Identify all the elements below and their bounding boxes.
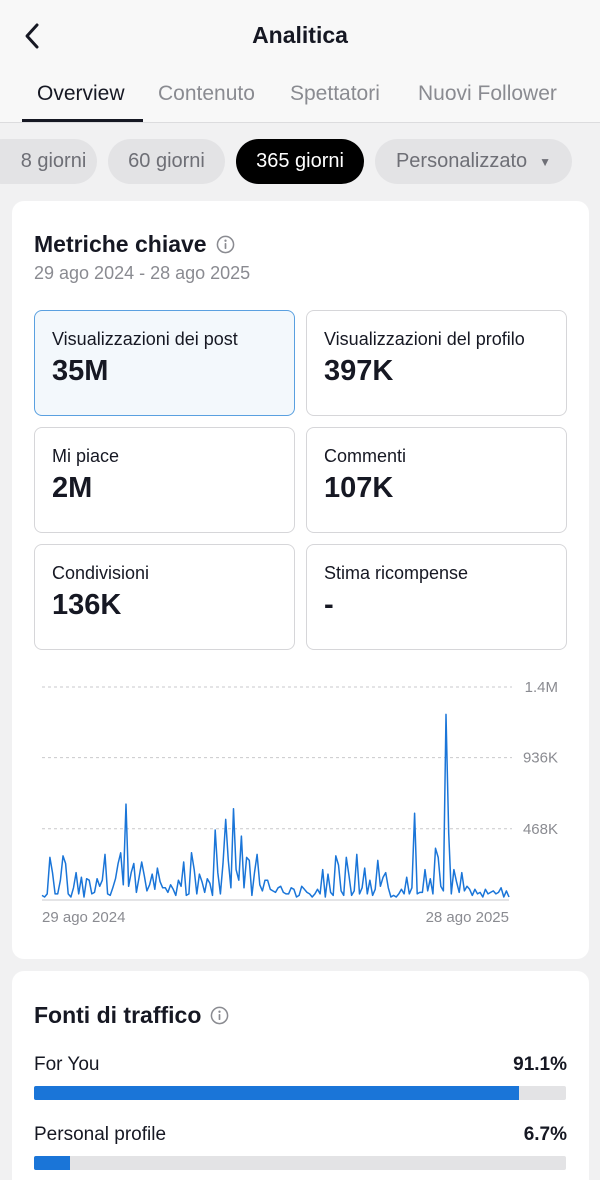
caret-down-icon: ▼ bbox=[539, 154, 552, 169]
metric-value: 136K bbox=[52, 589, 122, 621]
info-icon[interactable] bbox=[210, 1006, 229, 1025]
tab-overview[interactable]: Overview bbox=[37, 82, 125, 105]
metric-label: Visualizzazioni dei post bbox=[52, 329, 238, 349]
top-bar: Analitica bbox=[0, 0, 600, 72]
metric-label: Condivisioni bbox=[52, 563, 150, 583]
metric-value: 35M bbox=[52, 355, 109, 387]
traffic-source-label: Personal profile bbox=[34, 1124, 167, 1145]
chart-x-end-label: 28 ago 2025 bbox=[426, 909, 509, 926]
chart-y-tick-label: 468K bbox=[523, 821, 558, 838]
tab-spettatori[interactable]: Spettatori bbox=[290, 82, 380, 105]
chip-label: 365 giorni bbox=[256, 150, 344, 172]
chart-y-tick-labels: 468K 936K 1.4M bbox=[523, 679, 558, 838]
traffic-source-percent: 91.1% bbox=[513, 1054, 567, 1075]
traffic-sources-title: Fonti di traffico bbox=[34, 1002, 229, 1029]
metric-likes[interactable]: Mi piace 2M bbox=[34, 427, 295, 533]
metric-label: Commenti bbox=[324, 446, 407, 466]
metric-label: Mi piace bbox=[52, 446, 120, 466]
traffic-source-bar bbox=[34, 1156, 566, 1170]
chevron-left-icon bbox=[25, 23, 39, 49]
chip-365-days[interactable]: 365 giorni bbox=[236, 139, 364, 184]
tab-nuovi-follower[interactable]: Nuovi Follower bbox=[418, 82, 557, 105]
metric-value: - bbox=[324, 589, 334, 621]
key-metrics-title-text: Metriche chiave bbox=[34, 231, 207, 257]
metric-value: 397K bbox=[324, 355, 394, 387]
metric-label: Stima ricompense bbox=[324, 563, 469, 583]
chart-series-line bbox=[41, 713, 510, 898]
chip-label: 8 giorni bbox=[20, 150, 87, 172]
key-metrics-title: Metriche chiave bbox=[34, 231, 235, 258]
metric-profile-views[interactable]: Visualizzazioni del profilo 397K bbox=[306, 310, 567, 416]
chart-x-start-label: 29 ago 2024 bbox=[42, 909, 125, 926]
traffic-source-bar-fill bbox=[34, 1156, 70, 1170]
metric-value: 107K bbox=[324, 472, 394, 504]
chart-y-tick-label: 1.4M bbox=[525, 679, 558, 696]
chip-label: 60 giorni bbox=[128, 150, 205, 172]
metric-post-views[interactable]: Visualizzazioni dei post 35M bbox=[34, 310, 295, 416]
chip-60-days[interactable]: 60 giorni bbox=[108, 139, 225, 184]
tab-bar: Overview Contenuto Spettatori Nuovi Foll… bbox=[0, 72, 600, 123]
date-range-chips: 8 giorni 60 giorni 365 giorni Personaliz… bbox=[0, 124, 600, 200]
traffic-source-bar-fill bbox=[34, 1086, 519, 1100]
metric-shares[interactable]: Condivisioni 136K bbox=[34, 544, 295, 650]
metric-label: Visualizzazioni del profilo bbox=[324, 329, 525, 349]
tab-contenuto[interactable]: Contenuto bbox=[158, 82, 255, 105]
traffic-source-bar bbox=[34, 1086, 566, 1100]
traffic-sources-card: Fonti di traffico For You 91.1% Personal… bbox=[12, 971, 589, 1180]
post-views-chart[interactable]: 468K 936K 1.4M 29 ago 2024 28 ago 2025 bbox=[12, 671, 589, 931]
traffic-source-percent: 6.7% bbox=[523, 1124, 567, 1145]
tab-fade bbox=[562, 72, 600, 122]
back-button[interactable] bbox=[14, 18, 50, 54]
chip-label: Personalizzato bbox=[395, 150, 528, 172]
date-range-text: 29 ago 2024 - 28 ago 2025 bbox=[34, 263, 251, 283]
chip-8-days[interactable]: 8 giorni bbox=[0, 139, 97, 184]
metric-value: 2M bbox=[52, 472, 93, 504]
chart-grid bbox=[42, 686, 512, 830]
metric-comments[interactable]: Commenti 107K bbox=[306, 427, 567, 533]
traffic-sources-title-text: Fonti di traffico bbox=[34, 1002, 202, 1028]
traffic-source-label: For You bbox=[34, 1054, 100, 1075]
key-metrics-card: Metriche chiave 29 ago 2024 - 28 ago 202… bbox=[12, 201, 589, 959]
info-icon[interactable] bbox=[216, 235, 235, 254]
metric-estimated-rewards[interactable]: Stima ricompense - bbox=[306, 544, 567, 650]
chart-y-tick-label: 936K bbox=[523, 750, 558, 767]
chip-custom-dropdown[interactable]: Personalizzato ▼ bbox=[375, 139, 572, 184]
page-title: Analitica bbox=[252, 22, 348, 48]
tab-active-indicator bbox=[22, 119, 143, 122]
